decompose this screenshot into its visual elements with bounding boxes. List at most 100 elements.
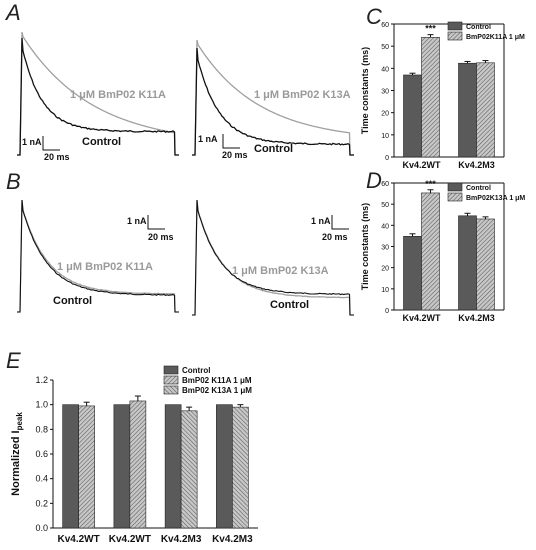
- category-label: Kv4.2M3: [212, 534, 253, 545]
- legend-label: Control: [466, 24, 491, 31]
- y-axis-label: Normalized Ipeak: [10, 412, 24, 496]
- legend-swatch: [163, 365, 179, 375]
- y-tick-label: 50: [381, 44, 389, 51]
- trace-control: [192, 199, 354, 316]
- panel-label-c: C: [366, 4, 382, 29]
- y-tick-label: 40: [381, 223, 389, 230]
- y-tick-label: 10: [381, 287, 389, 294]
- legend-label: BmP02 K11A 1 μM: [182, 376, 252, 385]
- scale-y-label: 1 nA: [198, 134, 218, 144]
- panel-label-a: A: [4, 0, 21, 25]
- legend-swatch: [447, 31, 463, 41]
- bar: [458, 215, 477, 311]
- y-axis-label-subscript: peak: [15, 412, 24, 431]
- bar: [403, 74, 422, 158]
- y-tick-label: 0.2: [35, 498, 48, 508]
- scale-bar: [42, 136, 60, 151]
- bar: [232, 406, 249, 529]
- panel-label-d: D: [366, 168, 382, 193]
- bar: [129, 400, 147, 529]
- category-label: Kv4.2M3: [458, 313, 495, 323]
- y-tick-label: 0.4: [35, 474, 48, 484]
- panel-label-b: B: [6, 169, 21, 194]
- significance-marker: ***: [425, 179, 436, 189]
- legend-label: BmP02 K13A 1 μM: [182, 386, 252, 395]
- y-tick-label: 0.0: [35, 523, 48, 533]
- y-tick-label: 40: [381, 66, 389, 73]
- trace-drug: [192, 39, 354, 156]
- significance-marker: ***: [425, 24, 436, 34]
- bar: [421, 36, 440, 158]
- y-tick-label: 60: [381, 181, 389, 188]
- control-trace-label: Control: [254, 143, 293, 155]
- legend-swatch: [447, 192, 463, 202]
- bar: [216, 404, 233, 529]
- category-label: Kv4.2WT: [58, 534, 100, 545]
- panel-a-left-traces: 1 μM BmP02 K11A Control 1 nA 20 ms: [17, 31, 179, 162]
- legend-label: Control: [182, 366, 210, 375]
- bar: [458, 62, 477, 158]
- legend-label: Control: [466, 185, 491, 192]
- scale-y-label: 1 nA: [311, 216, 331, 226]
- panel-a-right-traces: 1 μM BmP02 K13A Control 1 nA 20 ms: [192, 39, 354, 160]
- bar: [421, 192, 440, 311]
- scale-bar: [147, 215, 165, 230]
- bar: [113, 404, 131, 529]
- category-label: Kv4.2WT: [402, 313, 441, 323]
- trace-control: [17, 37, 179, 156]
- trace-drug: [17, 31, 179, 156]
- category-label: Kv4.2M3: [458, 160, 495, 170]
- category-label: Kv4.2WT: [109, 534, 151, 545]
- y-tick-label: 20: [381, 111, 389, 118]
- y-axis-label: Time constants (ms): [360, 47, 370, 134]
- y-tick-label: 0: [385, 308, 389, 315]
- bar: [164, 404, 182, 529]
- bar: [180, 410, 198, 529]
- y-tick-label: 50: [381, 202, 389, 209]
- control-trace-label: Control: [53, 295, 92, 307]
- legend-swatch: [163, 375, 179, 385]
- y-tick-label: 1.2: [35, 375, 48, 385]
- y-axis-label: Time constants (ms): [360, 203, 370, 290]
- control-trace-label: Control: [82, 136, 121, 148]
- scale-x-label: 20 ms: [44, 152, 70, 162]
- y-tick-label: 0.6: [35, 449, 48, 459]
- bar: [476, 218, 495, 311]
- legend-swatch: [163, 385, 179, 395]
- bar: [403, 236, 422, 311]
- legend-swatch: [447, 21, 463, 31]
- bar-charts: 0 10 20 30 40 50 60 Time constants (ms) Kv4.2WT K…: [10, 21, 525, 545]
- scale-y-label: 1 nA: [127, 216, 147, 226]
- trace-drug: [17, 199, 179, 313]
- y-tick-label: 20: [381, 266, 389, 273]
- drug-trace-label: 1 μM BmP02 K11A: [57, 261, 153, 273]
- bar: [476, 62, 495, 158]
- scale-bar: [222, 134, 240, 149]
- y-tick-label: 1.0: [35, 400, 48, 410]
- scale-x-label: 20 ms: [222, 150, 248, 160]
- control-trace-label: Control: [270, 299, 309, 311]
- bar: [78, 405, 95, 529]
- y-tick-label: 0.8: [35, 424, 48, 434]
- drug-trace-label: 1 μM BmP02 K11A: [70, 89, 166, 101]
- y-tick-label: 30: [381, 89, 389, 96]
- legend-swatch: [447, 182, 463, 192]
- panel-label-e: E: [6, 348, 21, 373]
- category-label: Kv4.2WT: [402, 160, 441, 170]
- bar: [62, 404, 79, 529]
- y-tick-label: 0: [385, 155, 389, 162]
- scale-x-label: 20 ms: [148, 232, 174, 242]
- scale-bar: [331, 215, 349, 230]
- y-tick-label: 10: [381, 133, 389, 140]
- panel-b-right-traces: 1 μM BmP02 K13A Control 1 nA 20 ms: [192, 199, 354, 316]
- drug-trace-label: 1 μM BmP02 K13A: [232, 265, 329, 277]
- legend-label: BmP02K11A 1 μM: [466, 34, 525, 41]
- panel-b-left-traces: 1 μM BmP02 K11A Control 1 nA 20 ms: [17, 199, 179, 313]
- scale-y-label: 1 nA: [22, 137, 42, 147]
- trace-control: [192, 47, 354, 156]
- scale-x-label: 20 ms: [322, 232, 348, 242]
- category-label: Kv4.2M3: [161, 534, 202, 545]
- legend-label: BmP02K13A 1 μM: [466, 195, 525, 202]
- y-tick-label: 60: [381, 22, 389, 29]
